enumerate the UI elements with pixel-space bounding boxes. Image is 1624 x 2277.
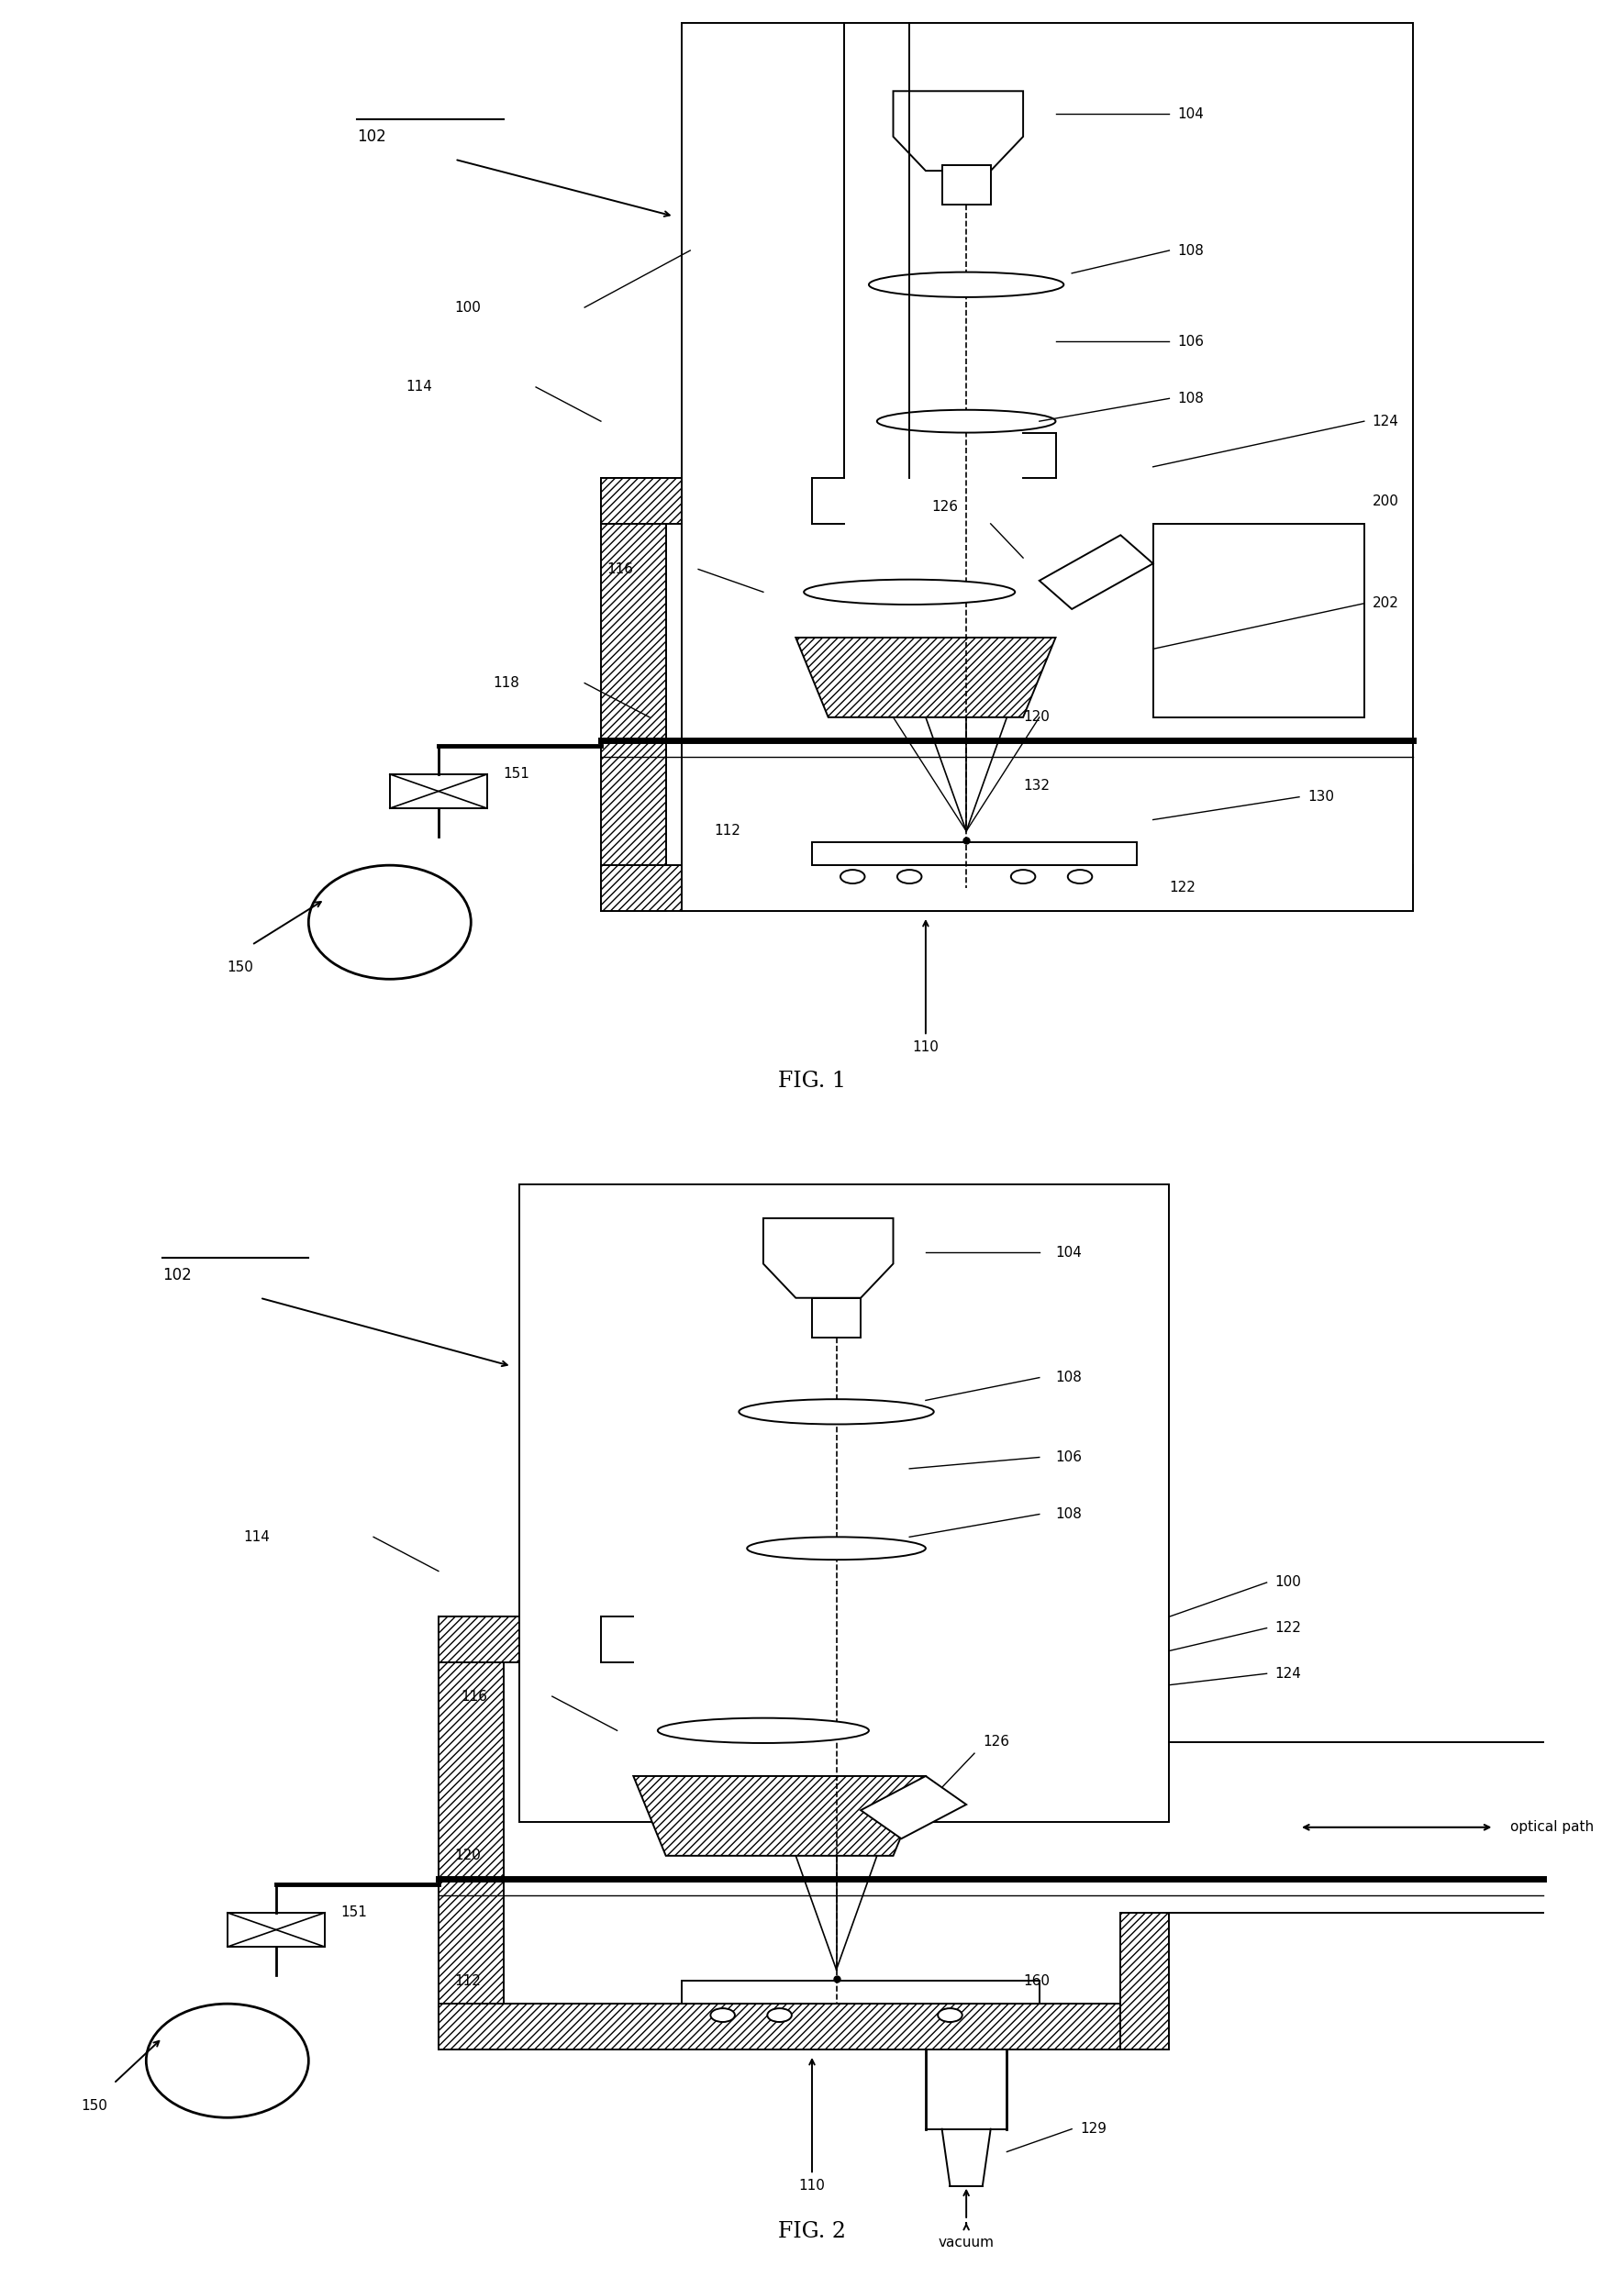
Text: FIG. 1: FIG. 1 <box>778 1070 846 1093</box>
Bar <box>520 1184 1169 1822</box>
Ellipse shape <box>747 1537 926 1560</box>
Ellipse shape <box>309 865 471 979</box>
Polygon shape <box>893 91 1023 171</box>
Text: 122: 122 <box>1169 881 1195 895</box>
Text: 151: 151 <box>341 1906 367 1920</box>
Bar <box>227 1913 325 1947</box>
Text: 124: 124 <box>1372 414 1398 428</box>
Polygon shape <box>861 1776 966 1840</box>
Polygon shape <box>796 638 1056 717</box>
Text: 132: 132 <box>1023 779 1049 792</box>
Text: 116: 116 <box>461 1690 487 1703</box>
Bar <box>601 478 666 911</box>
Text: 102: 102 <box>357 128 387 146</box>
Ellipse shape <box>841 870 864 883</box>
Text: 150: 150 <box>81 2099 107 2113</box>
Polygon shape <box>763 1218 893 1298</box>
Bar <box>942 166 991 205</box>
Bar <box>812 842 1137 865</box>
Text: 108: 108 <box>1177 392 1203 405</box>
Ellipse shape <box>939 2008 963 2022</box>
Text: 110: 110 <box>913 1041 939 1054</box>
Polygon shape <box>633 1776 926 1856</box>
Text: 110: 110 <box>799 2179 825 2193</box>
Ellipse shape <box>877 410 1056 433</box>
Bar <box>715 1617 828 1662</box>
Text: vacuum: vacuum <box>939 2236 994 2250</box>
Bar <box>1121 1913 1169 2049</box>
Text: 120: 120 <box>455 1849 481 1863</box>
Ellipse shape <box>146 2004 309 2118</box>
Bar <box>390 774 487 808</box>
Text: 126: 126 <box>932 499 958 515</box>
Text: 104: 104 <box>1056 1246 1082 1259</box>
Bar <box>438 1617 503 2049</box>
Ellipse shape <box>739 1398 934 1425</box>
Text: 202: 202 <box>1372 597 1398 610</box>
Bar <box>438 1617 633 1662</box>
Text: 102: 102 <box>162 1266 192 1284</box>
Text: 108: 108 <box>1056 1507 1082 1521</box>
Bar <box>1104 797 1153 911</box>
Text: 122: 122 <box>1275 1621 1301 1635</box>
Text: 118: 118 <box>494 676 520 690</box>
Bar <box>1121 1617 1169 1742</box>
Text: optical path: optical path <box>1510 1819 1593 1835</box>
Text: 100: 100 <box>455 301 481 314</box>
Bar <box>1104 478 1153 717</box>
Text: 112: 112 <box>455 1974 481 1988</box>
Bar <box>682 23 1413 911</box>
Ellipse shape <box>804 578 1015 606</box>
Bar <box>601 478 844 524</box>
Text: 130: 130 <box>1307 790 1333 804</box>
Bar <box>812 1298 861 1339</box>
Polygon shape <box>1039 535 1153 608</box>
Text: FIG. 2: FIG. 2 <box>778 2220 846 2243</box>
Text: 151: 151 <box>503 767 529 781</box>
Text: 106: 106 <box>1056 1450 1082 1464</box>
Text: 126: 126 <box>983 1735 1009 1749</box>
Text: 150: 150 <box>227 961 253 975</box>
Text: 100: 100 <box>1275 1576 1301 1589</box>
Text: 114: 114 <box>244 1530 270 1544</box>
Text: 108: 108 <box>1056 1371 1082 1384</box>
Bar <box>828 1617 877 1662</box>
Text: 114: 114 <box>406 380 432 394</box>
Text: 124: 124 <box>1275 1667 1301 1680</box>
Bar <box>438 2004 1121 2049</box>
Text: 112: 112 <box>715 824 741 838</box>
Text: 129: 129 <box>1080 2122 1106 2136</box>
Bar <box>1153 524 1364 717</box>
Bar <box>1104 478 1153 524</box>
Ellipse shape <box>1010 870 1036 883</box>
Text: 104: 104 <box>1177 107 1203 121</box>
Ellipse shape <box>869 273 1064 296</box>
Bar <box>682 1981 1039 2004</box>
Bar <box>877 1617 1121 1662</box>
Ellipse shape <box>767 2008 791 2022</box>
Text: 120: 120 <box>1023 710 1049 724</box>
Bar <box>1104 524 1153 717</box>
Text: 108: 108 <box>1177 244 1203 257</box>
Ellipse shape <box>896 870 922 883</box>
Text: 200: 200 <box>1372 494 1398 508</box>
Ellipse shape <box>1069 870 1093 883</box>
Bar <box>1023 478 1104 524</box>
Bar <box>601 865 1413 911</box>
Bar <box>909 478 1023 524</box>
Ellipse shape <box>658 1717 869 1744</box>
Text: 106: 106 <box>1177 335 1203 348</box>
Text: 160: 160 <box>1023 1974 1049 1988</box>
Text: 116: 116 <box>607 562 633 576</box>
Ellipse shape <box>711 2008 734 2022</box>
